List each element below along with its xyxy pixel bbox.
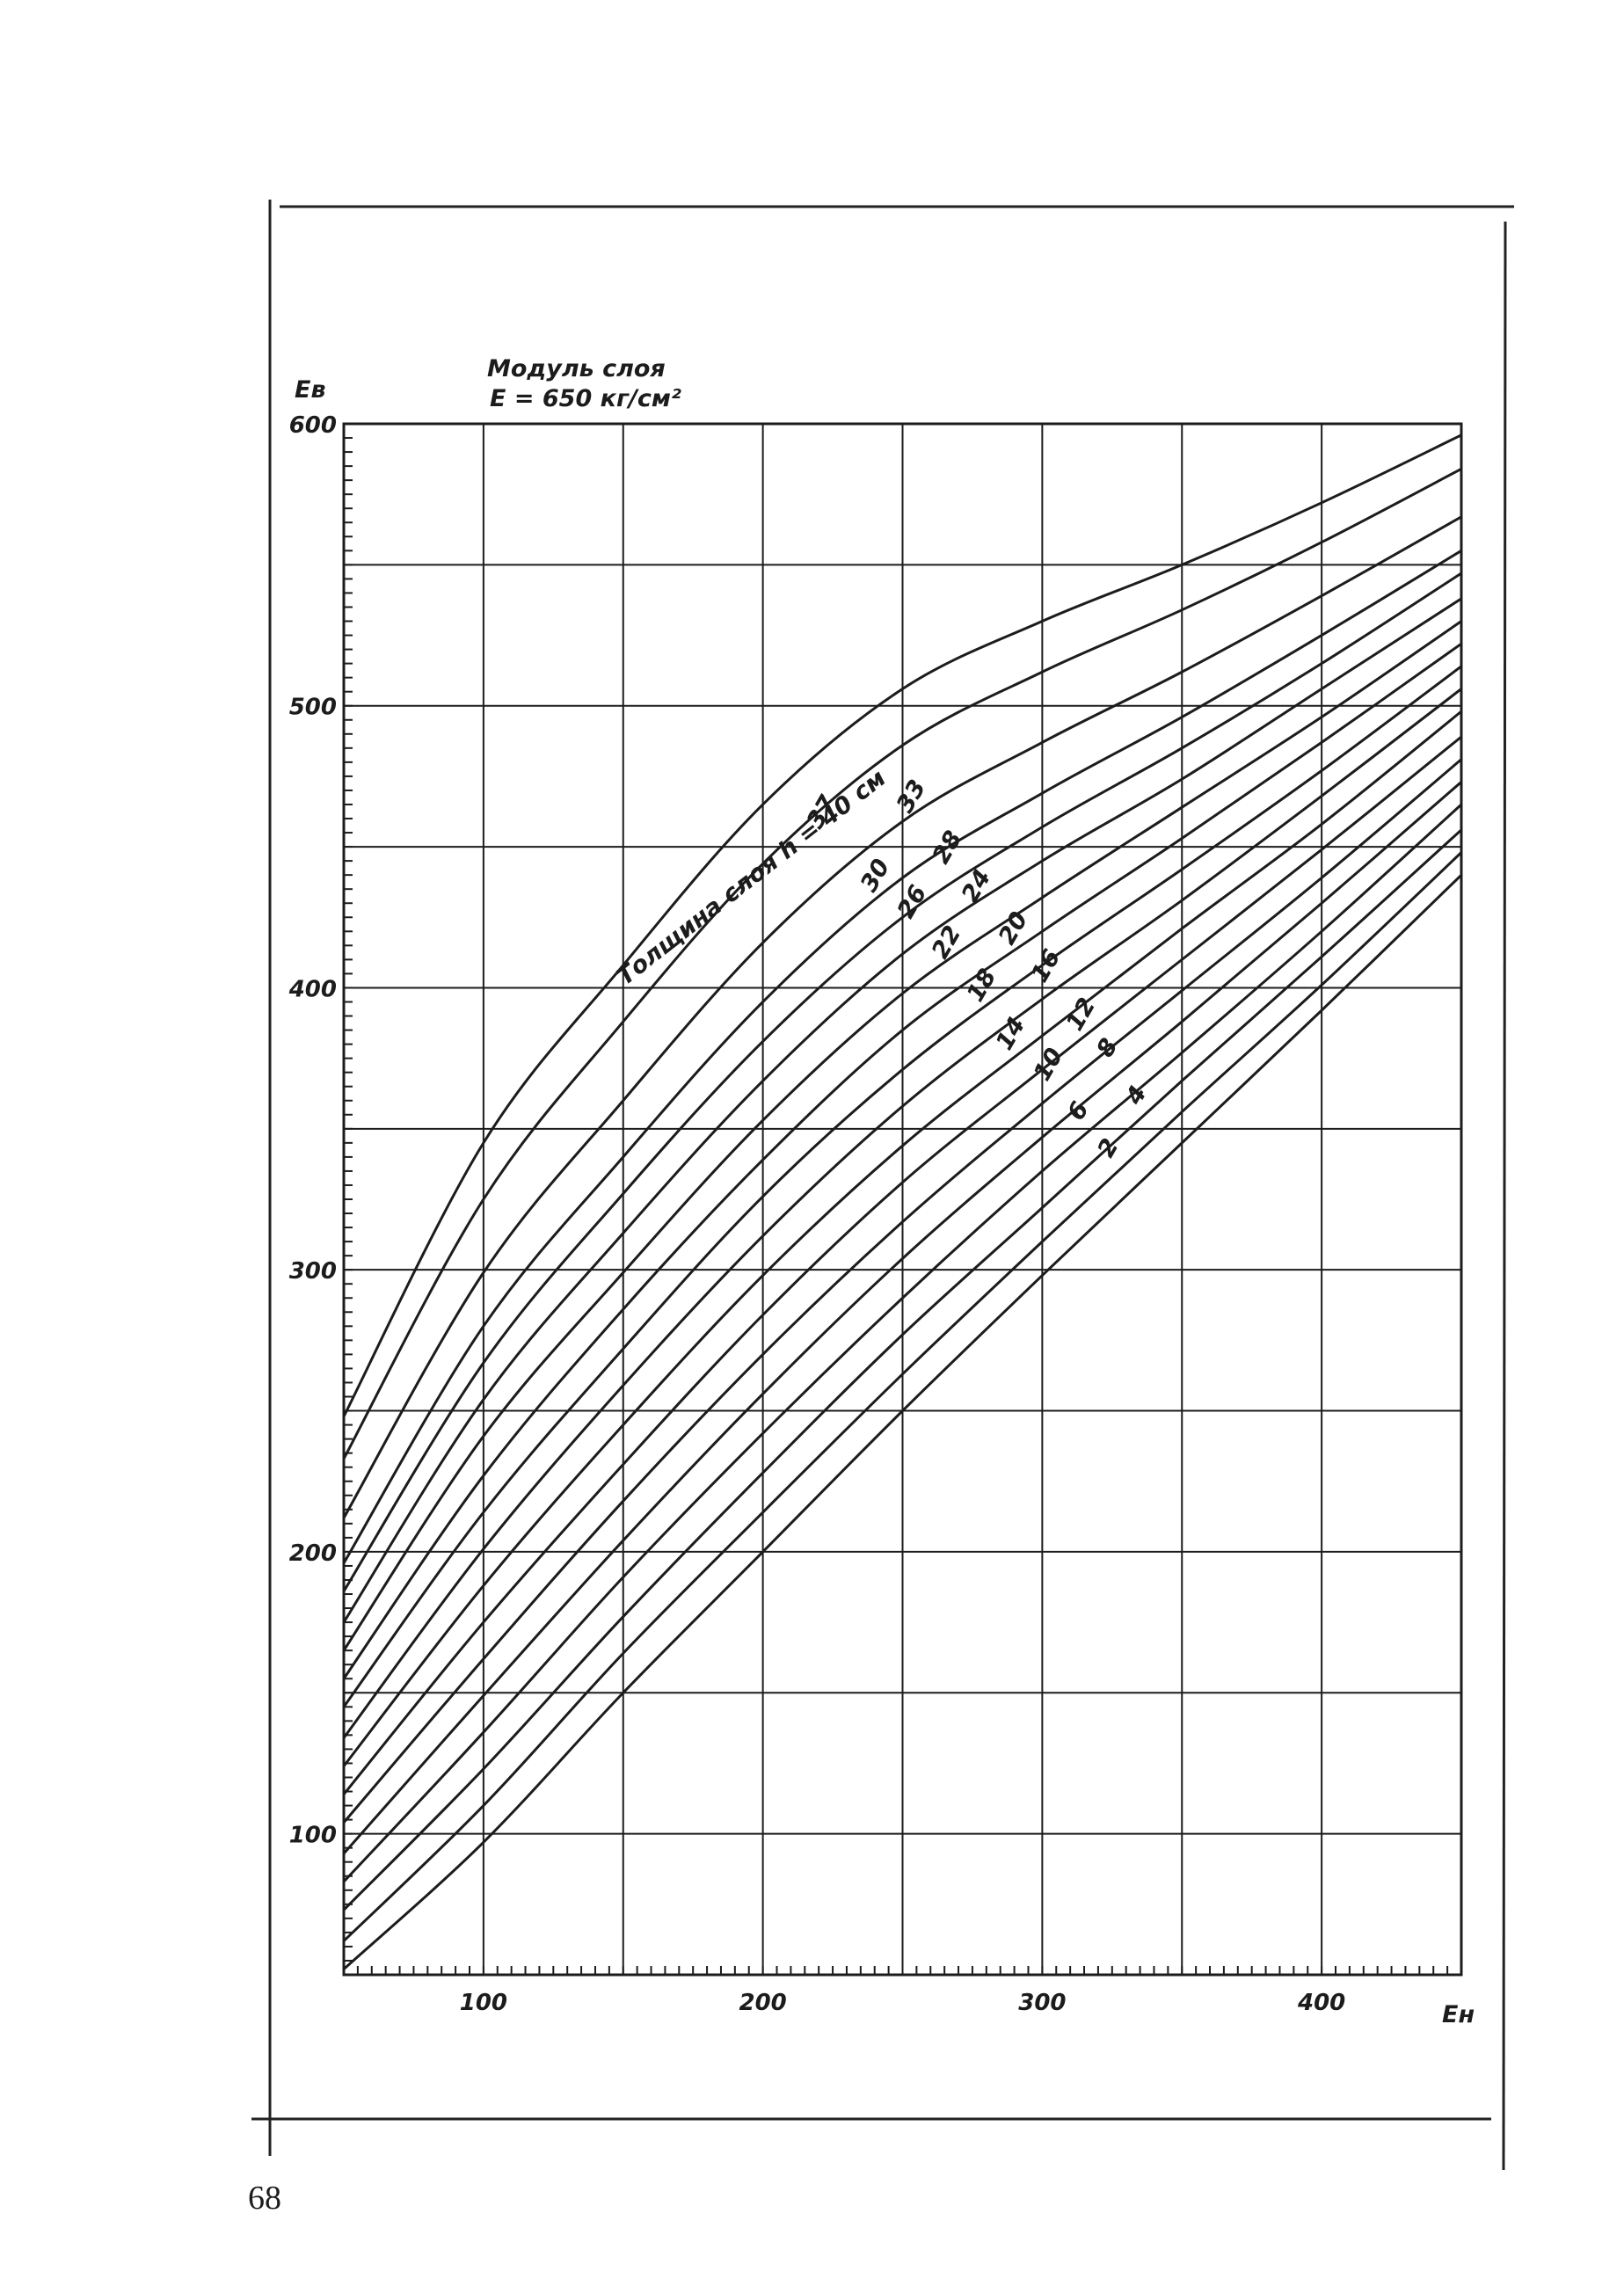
curve-label: 26 [892,881,933,923]
curve [342,665,1462,1708]
chart-subtitle: E = 650 кг/см² [490,385,681,412]
y-tick-label: 600 [289,412,337,439]
curve-label: Толщина слоя h = 40 см [612,765,891,991]
frame-right [1502,221,1507,2171]
curve [342,642,1462,1680]
x-tick-label: 400 [1297,1990,1345,2016]
y-tick-label: 400 [288,976,337,1002]
page-number: 68 [248,2180,281,2217]
curve [342,467,1462,1460]
curve [342,572,1462,1592]
curve [342,735,1462,1795]
chart-title: Модуль слоя [487,355,666,382]
curve [342,620,1462,1651]
curve [342,550,1462,1564]
x-tick-label: 300 [1018,1990,1066,2016]
curve-label: 8 [1092,1034,1124,1062]
curve-label: 30 [856,855,896,897]
curve [342,874,1463,1970]
curve [342,758,1462,1824]
curve-label: 33 [892,775,932,818]
curve [342,710,1462,1767]
x-tick-label: 100 [460,1990,507,2016]
curve-label: 20 [994,907,1034,950]
curve [342,433,1462,1417]
curve [342,851,1463,1942]
y-axis-label: Eв [295,376,326,404]
x-tick-label: 200 [739,1990,786,2016]
curve [342,597,1462,1623]
curve [342,828,1463,1911]
y-tick-label: 100 [289,1823,337,1849]
y-tick-label: 300 [289,1258,337,1285]
curve-label: 22 [927,921,967,964]
curve [342,781,1462,1855]
curve-label: 6 [1063,1097,1095,1125]
y-tick-label: 500 [289,695,337,721]
x-axis-label: Eн [1442,2001,1475,2028]
curve [342,688,1462,1739]
curve [342,803,1463,1883]
curve-label: 4 [1120,1081,1153,1110]
y-tick-label: 200 [289,1540,337,1567]
curve [342,515,1462,1519]
